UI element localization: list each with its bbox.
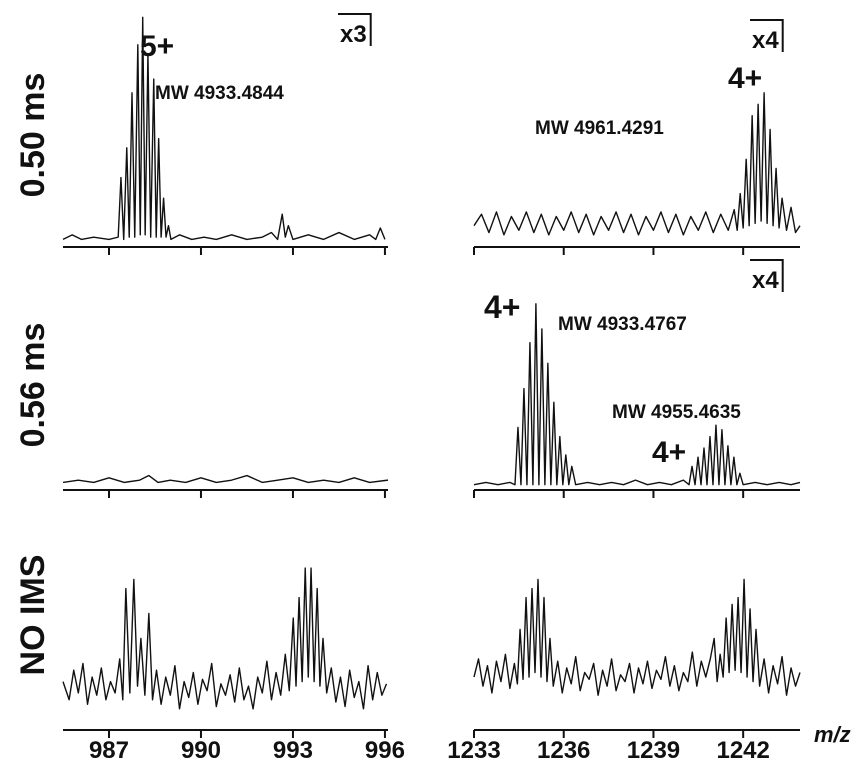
annotation: 4+	[728, 62, 762, 95]
annotation: MW 4933.4844	[155, 83, 284, 104]
x-axis-label: m/z	[814, 722, 851, 747]
x-tick-label: 1236	[537, 737, 590, 764]
x-tick-label: 987	[89, 737, 129, 764]
annotation: MW 4955.4635	[612, 402, 741, 423]
x-tick-label: 1233	[447, 737, 500, 764]
scale-factor: x3	[340, 21, 367, 48]
annotation: MW 4961.4291	[535, 118, 664, 139]
annotation: MW 4933.4767	[558, 314, 687, 335]
scale-bracket	[750, 19, 784, 52]
scale-bracket	[338, 13, 372, 46]
spectrum-trace	[473, 92, 801, 236]
row-label: 0.50 ms	[14, 73, 52, 198]
annotation: 5+	[140, 30, 174, 63]
row-label: 0.56 ms	[14, 323, 52, 448]
spectrum-trace	[473, 303, 801, 486]
row-label: NO IMS	[14, 555, 52, 676]
x-tick-label: 996	[365, 737, 405, 764]
spectrum-trace	[62, 474, 389, 484]
spectrum-trace	[473, 578, 801, 696]
annotation: 4+	[484, 289, 520, 325]
spectrum-trace	[62, 16, 386, 241]
x-tick-label: 993	[273, 737, 313, 764]
x-tick-label: 1242	[716, 737, 769, 764]
annotation: 4+	[652, 436, 686, 469]
scale-factor: x4	[752, 267, 779, 294]
spectrum-trace	[62, 567, 388, 710]
x-tick-label: 1239	[627, 737, 680, 764]
scale-bracket	[750, 259, 784, 292]
x-tick-label: 990	[181, 737, 221, 764]
scale-factor: x4	[752, 27, 779, 54]
